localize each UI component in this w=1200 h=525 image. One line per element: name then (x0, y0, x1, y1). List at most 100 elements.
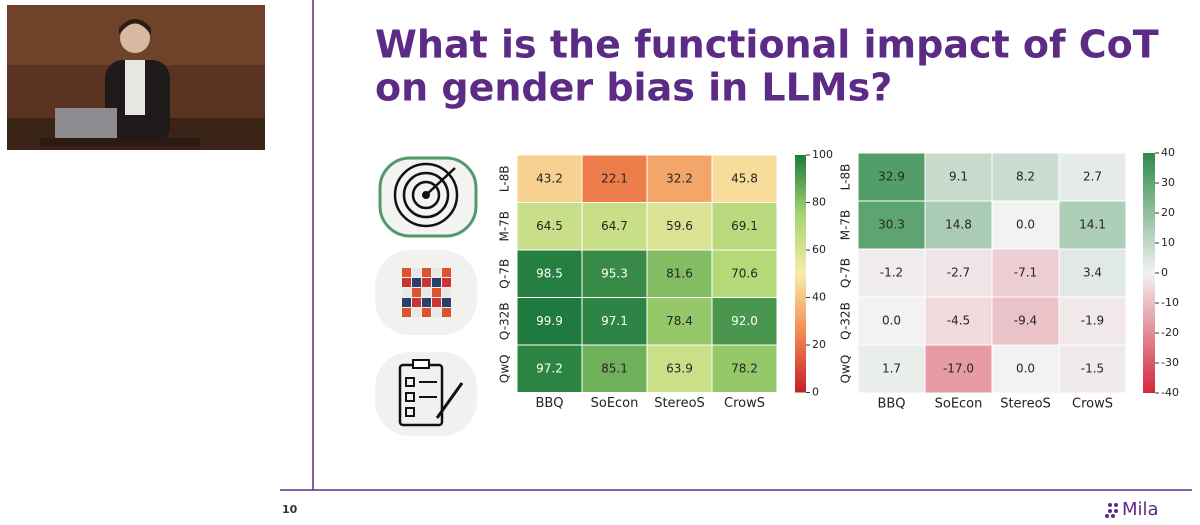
cell-label: 0.0 (882, 314, 901, 328)
heatmap-cell (711, 297, 778, 346)
cell-label: 99.9 (536, 314, 563, 328)
cell-label: 0.0 (1016, 362, 1035, 376)
heatmap-cell (991, 248, 1060, 298)
column-label: StereoS (1000, 397, 1051, 412)
colorbar-tick-label: 20 (812, 338, 826, 351)
checklist-icon (375, 352, 477, 436)
heatmap-cell (1058, 344, 1127, 394)
row-label: Q-7B (839, 258, 853, 288)
cell-label: 8.2 (1016, 170, 1035, 184)
cell-label: 14.8 (945, 218, 972, 232)
cell-label: 3.4 (1083, 266, 1102, 280)
heatmap-cell (646, 297, 713, 346)
cell-label: -1.2 (880, 266, 903, 280)
colorbar-tick-label: 10 (1161, 236, 1175, 249)
heatmap-cell (857, 200, 926, 250)
cell-label: 14.1 (1079, 218, 1106, 232)
colorbar-tick-label: 0 (1161, 266, 1168, 279)
heatmap-cell (646, 249, 713, 298)
heatmap: 32.9 9.1 8.2 2.7 30.3 14.8 0.0 14.1 -1.2 -2.7 -7.1… (839, 146, 1179, 412)
colorbar (1143, 153, 1155, 393)
heatmap: 43.2 22.1 32.2 45.8 64.5 64.7 59.6 69.1 98.5 95.3… (498, 148, 834, 411)
heatmap-cell (711, 154, 778, 203)
cell-label: 9.1 (949, 170, 968, 184)
cell-label: 98.5 (536, 266, 563, 280)
colorbar-tick-label: 40 (1161, 146, 1175, 159)
cell-label: -1.5 (1081, 362, 1104, 376)
colorbar-tick-label: 20 (1161, 206, 1175, 219)
heatmap-cell (991, 344, 1060, 394)
cell-label: 78.4 (666, 314, 693, 328)
cell-label: 32.9 (878, 170, 905, 184)
heatmap-cell (991, 200, 1060, 250)
heatmap-cell (857, 152, 926, 202)
row-label: Q-32B (839, 302, 853, 340)
heatmap-cell (516, 297, 583, 346)
colorbar-tick-label: -20 (1161, 326, 1179, 339)
column-label: CrowS (724, 396, 765, 411)
heatmap-cell (857, 344, 926, 394)
row-label: L-8B (839, 164, 853, 191)
cell-label: -2.7 (947, 266, 970, 280)
cell-label: -1.9 (1081, 314, 1104, 328)
column-label: StereoS (654, 396, 705, 411)
cell-label: 59.6 (666, 219, 693, 233)
column-label: SoEcon (591, 396, 639, 411)
heatmap-cell (857, 296, 926, 346)
row-label: Q-32B (498, 302, 512, 340)
heatmap-cell (1058, 152, 1127, 202)
target-icon (378, 156, 478, 238)
colorbar-tick-label: 40 (812, 291, 826, 304)
heatmap-cell (516, 344, 583, 393)
cell-label: 64.5 (536, 219, 563, 233)
slide-title: on gender bias in LLMs? (375, 66, 892, 110)
logo-text: Mila (1122, 499, 1159, 520)
heatmap-cell (1058, 200, 1127, 250)
cell-label: 22.1 (601, 171, 628, 185)
heatmap-cell (857, 248, 926, 298)
colorbar-tick-label: -30 (1161, 356, 1179, 369)
heatmap-cell (1058, 248, 1127, 298)
column-label: BBQ (877, 397, 905, 412)
cell-label: 30.3 (878, 218, 905, 232)
grid-icon (375, 250, 477, 335)
heatmap-cell (646, 344, 713, 393)
slide-number: 10 (282, 503, 298, 516)
row-label: M-7B (498, 211, 512, 242)
cell-label: 92.0 (731, 314, 758, 328)
cell-label: 45.8 (731, 171, 758, 185)
cell-label: -17.0 (943, 362, 974, 376)
cell-label: 70.6 (731, 266, 758, 280)
heatmap-cell (581, 154, 648, 203)
speaker-video (7, 5, 265, 150)
colorbar-tick-label: 100 (812, 148, 833, 161)
row-label: Q-7B (498, 259, 512, 289)
heatmap-cell (581, 202, 648, 251)
cell-label: 0.0 (1016, 218, 1035, 232)
cell-label: 97.2 (536, 361, 563, 375)
heatmap-cell (646, 202, 713, 251)
heatmap-cell (581, 297, 648, 346)
heatmap-cell (924, 344, 993, 394)
cell-label: -9.4 (1014, 314, 1037, 328)
row-label: QwQ (839, 355, 853, 384)
colorbar-tick-label: 60 (812, 243, 826, 256)
heatmap-cell (924, 152, 993, 202)
colorbar-tick-label: 0 (812, 386, 819, 399)
colorbar-tick-label: 80 (812, 196, 826, 209)
colorbar-tick-label: -40 (1161, 386, 1179, 399)
heatmap-cell (991, 296, 1060, 346)
cell-label: -7.1 (1014, 266, 1037, 280)
cell-label: 43.2 (536, 171, 563, 185)
cell-label: 1.7 (882, 362, 901, 376)
heatmap-cell (516, 249, 583, 298)
heatmap-cell (711, 344, 778, 393)
cell-label: 63.9 (666, 361, 693, 375)
cell-label: 85.1 (601, 361, 628, 375)
row-label: L-8B (498, 165, 512, 192)
column-label: BBQ (535, 396, 563, 411)
cell-label: 32.2 (666, 171, 693, 185)
column-label: SoEcon (935, 397, 983, 412)
cell-label: 78.2 (731, 361, 758, 375)
